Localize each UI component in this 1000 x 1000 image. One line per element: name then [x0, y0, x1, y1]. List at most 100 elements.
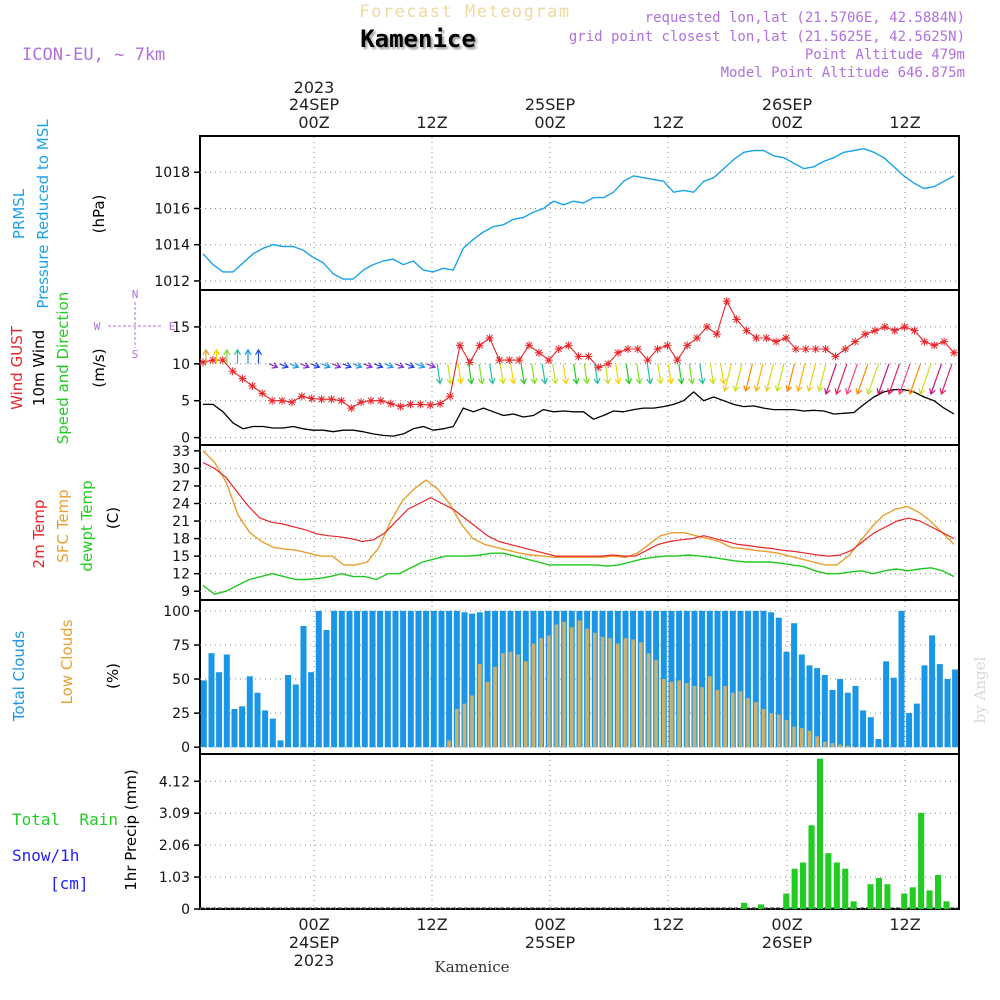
- wind-direction-arrow: [722, 363, 732, 393]
- gust-marker: [327, 395, 336, 404]
- total-cloud-bar: [377, 610, 384, 748]
- gust-marker: [238, 374, 247, 383]
- low-cloud-bar: [800, 728, 804, 748]
- gust-marker: [643, 356, 652, 365]
- gust-marker: [801, 345, 810, 354]
- total-cloud-bar: [775, 617, 782, 748]
- low-cloud-bar: [662, 679, 666, 748]
- gust-marker: [594, 363, 603, 372]
- wind-direction-arrow: [795, 363, 806, 393]
- low-cloud-bar: [485, 681, 490, 748]
- total-cloud-bar: [423, 610, 430, 748]
- gust-marker: [584, 352, 593, 361]
- total-cloud-bar: [683, 610, 690, 748]
- wind-direction-arrow: [764, 363, 774, 393]
- pressure-line: [202, 148, 955, 280]
- wind-direction-arrow: [824, 363, 837, 396]
- model-altitude: Model Point Altitude 646.875m: [721, 65, 965, 81]
- gust-marker: [268, 396, 277, 405]
- total-cloud-bar: [361, 610, 368, 748]
- low-cloud-bar: [677, 680, 681, 748]
- gust-marker: [436, 399, 445, 408]
- low-cloud-bar: [455, 709, 459, 748]
- gust-marker: [357, 398, 366, 407]
- wind-direction-arrow: [806, 363, 816, 393]
- wind-direction-arrow: [415, 362, 426, 369]
- watermark: by Angel: [971, 656, 989, 723]
- total-cloud-bar: [890, 677, 897, 748]
- wind-direction-arrow: [845, 363, 858, 396]
- total-cloud-bar: [821, 675, 828, 748]
- grid-layer: [200, 137, 959, 910]
- total-cloud-bar: [791, 623, 798, 748]
- wind-direction-arrow: [866, 363, 880, 396]
- rain-bar: [909, 887, 916, 909]
- total-cloud-bar: [936, 664, 943, 748]
- low-cloud-bar: [508, 651, 513, 748]
- point-altitude: Point Altitude 479m: [805, 47, 965, 63]
- marks-layer: [199, 148, 959, 910]
- low-cloud-bar: [570, 627, 574, 748]
- low-cloud-bar: [516, 654, 520, 748]
- rain-bar: [808, 825, 815, 909]
- gust-marker: [366, 396, 375, 405]
- wind-direction-arrow: [656, 363, 664, 385]
- total-cloud-bar: [285, 675, 292, 748]
- wind-direction-arrow: [352, 362, 363, 369]
- gust-marker: [673, 356, 682, 365]
- wind-direction-arrow: [625, 363, 633, 385]
- gust-marker: [416, 400, 425, 409]
- rain-bar: [943, 901, 950, 910]
- wind-direction-arrow: [541, 363, 548, 385]
- low-cloud-bar: [685, 683, 689, 748]
- gust-marker: [485, 333, 494, 342]
- total-cloud-bar: [814, 668, 821, 748]
- total-cloud-bar: [369, 610, 376, 748]
- total-cloud-bar: [338, 610, 345, 748]
- compass-north: N: [132, 288, 139, 301]
- wind-direction-arrow: [279, 362, 289, 369]
- wind-direction-arrow: [785, 363, 795, 393]
- precip-tick-label-2: 2.06: [159, 838, 190, 854]
- low-cloud-bar: [715, 689, 720, 748]
- compass-south: S: [132, 348, 139, 361]
- gust-marker: [752, 333, 761, 342]
- gust-marker: [347, 404, 356, 413]
- gust-marker: [287, 398, 296, 407]
- low-cloud-bar: [654, 660, 658, 748]
- low-cloud-bar: [547, 635, 551, 748]
- pressure-tick-label-3: 1018: [154, 165, 190, 181]
- total-cloud-bar: [262, 710, 269, 748]
- bottom-hour-6: 12Z: [889, 915, 920, 934]
- bottom-date-2: 25SEP: [525, 933, 576, 952]
- total-cloud-bar: [469, 613, 476, 748]
- low-cloud-bar: [761, 709, 766, 748]
- wind-direction-arrow: [719, 363, 727, 385]
- gust-marker: [693, 333, 702, 342]
- gust-marker: [248, 381, 257, 390]
- total-cloud-bar: [798, 654, 805, 748]
- clouds-tick-label-1: 25: [172, 706, 190, 722]
- low-cloud-bar: [646, 653, 651, 748]
- rain-bar: [867, 884, 874, 909]
- clouds-label-low: Low Clouds: [58, 619, 76, 704]
- low-cloud-bar: [830, 743, 835, 748]
- total-cloud-bar: [484, 610, 491, 748]
- gust-marker: [782, 333, 791, 342]
- gust-marker: [653, 345, 662, 354]
- pressure-unit: (hPa): [90, 195, 108, 234]
- pressure-tick-label-2: 1016: [154, 201, 190, 217]
- gust-marker: [930, 341, 939, 350]
- precip-label-snow: Snow/1h: [12, 846, 79, 865]
- low-cloud-bar: [708, 676, 712, 748]
- pressure-tick-label-0: 1012: [154, 274, 190, 290]
- gust-marker: [900, 322, 909, 331]
- wind-direction-arrow: [855, 363, 869, 396]
- low-cloud-bar: [501, 653, 505, 748]
- wind-direction-arrow: [551, 363, 559, 385]
- total-cloud-bar: [407, 610, 414, 748]
- wind-direction-arrow: [646, 363, 654, 385]
- model-name: ICON-EU, ~ 7km: [22, 45, 165, 65]
- wind-direction-arrow: [876, 363, 890, 396]
- clouds-tick-label-0: 0: [181, 740, 190, 756]
